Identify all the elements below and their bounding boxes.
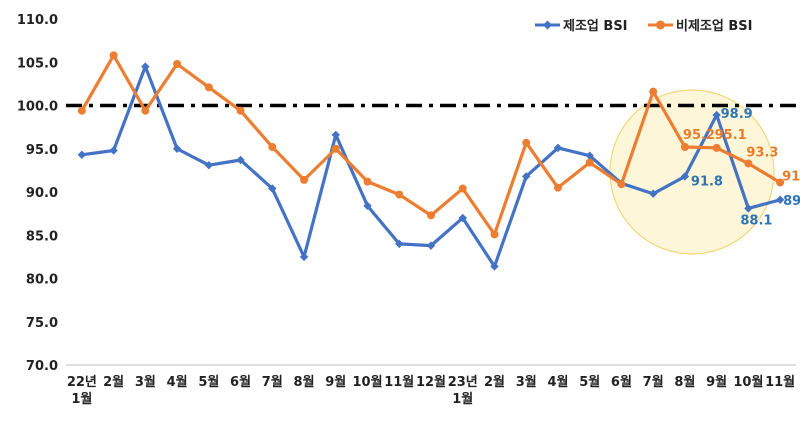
x-tick-label: 12월 (416, 374, 446, 390)
data-label: 95.1 (715, 128, 747, 143)
x-tick-label: 4월 (547, 374, 568, 390)
data-point-diamond (331, 130, 340, 140)
data-point-circle (744, 159, 753, 168)
data-point-circle (522, 138, 531, 147)
data-point-diamond (268, 184, 277, 193)
y-tick-label: 85.0 (26, 229, 58, 244)
x-tick-label: 9월 (706, 374, 727, 390)
data-point-diamond (458, 213, 467, 223)
data-point-circle (300, 175, 309, 184)
data-point-diamond (490, 262, 499, 271)
data-point-diamond (363, 201, 372, 211)
data-point-diamond (395, 239, 404, 249)
y-tick-label: 95.0 (26, 143, 58, 158)
y-tick-label: 80.0 (26, 273, 58, 288)
x-tick-label: 9월 (325, 374, 346, 390)
data-point-circle (363, 177, 372, 186)
data-point-diamond (712, 110, 721, 120)
data-point-circle (680, 143, 689, 152)
x-tick-label: 23년 (448, 375, 478, 390)
legend-label-manufacturing: 제조업 BSI (563, 19, 628, 34)
data-point-diamond (172, 144, 182, 153)
data-label: 98.9 (721, 107, 753, 122)
data-label: 95.2 (683, 128, 715, 143)
data-label: 89.1 (783, 194, 800, 209)
x-tick-label: 22년 (67, 375, 97, 390)
y-axis: 70.0 75.0 80.0 85.0 90.0 95.0 100.0 105.0 110.0 (17, 13, 58, 374)
x-tick-label: 6월 (611, 374, 632, 390)
x-tick-label: 1월 (71, 391, 92, 407)
data-point-diamond (77, 150, 87, 160)
data-point-diamond (236, 155, 245, 165)
y-tick-label: 75.0 (26, 316, 58, 331)
legend-marker-circle-icon (656, 20, 665, 30)
x-tick-label: 10월 (733, 374, 763, 390)
x-tick-label: 2월 (103, 374, 124, 390)
x-tick-label: 5월 (579, 374, 600, 390)
data-point-circle (617, 180, 626, 189)
data-point-circle (427, 211, 435, 220)
data-point-circle (268, 143, 277, 152)
series-layer (77, 51, 785, 271)
y-tick-label: 110.0 (17, 13, 58, 28)
data-point-circle (776, 178, 785, 187)
legend-label-nonmanufacturing: 비제조업 BSI (676, 19, 752, 34)
legend-item-nonmanufacturing: 비제조업 BSI (648, 19, 752, 34)
x-tick-label: 4월 (167, 374, 188, 390)
data-point-diamond (680, 172, 690, 181)
data-point-diamond (299, 252, 309, 262)
data-point-circle (553, 183, 562, 192)
data-point-diamond (141, 62, 150, 71)
data-labels: 91.8 98.9 88.1 89.1 95.295.1 93.3 91.1 (683, 107, 800, 228)
x-tick-label: 7월 (643, 374, 664, 390)
data-point-diamond (775, 195, 785, 204)
data-label: 91.1 (782, 169, 800, 184)
x-tick-label: 3월 (516, 374, 537, 390)
data-point-circle (712, 143, 721, 152)
x-tick-label: 11월 (384, 374, 414, 390)
legend-item-manufacturing: 제조업 BSI (535, 19, 628, 34)
data-point-circle (173, 59, 182, 68)
x-tick-label: 1월 (452, 391, 473, 407)
data-point-diamond (109, 146, 118, 155)
legend-marker-diamond-icon (543, 20, 552, 30)
data-point-circle (649, 87, 658, 96)
data-point-diamond (522, 172, 531, 181)
x-tick-label: 6월 (230, 374, 251, 390)
data-point-diamond (553, 143, 563, 153)
y-tick-label: 90.0 (26, 186, 58, 201)
data-point-diamond (744, 204, 753, 213)
x-tick-label: 8월 (294, 374, 315, 390)
data-point-circle (458, 184, 467, 193)
data-point-diamond (585, 151, 594, 160)
legend: 제조업 BSI 비제조업 BSI (535, 19, 752, 34)
x-tick-label: 7월 (262, 374, 283, 390)
data-point-circle (109, 51, 118, 60)
y-tick-label: 105.0 (17, 56, 58, 71)
x-tick-label: 5월 (198, 374, 219, 390)
x-tick-label: 11월 (765, 374, 795, 390)
x-tick-label: 3월 (135, 374, 156, 390)
data-point-diamond (648, 189, 658, 198)
data-point-circle (490, 230, 499, 239)
data-point-circle (395, 190, 404, 199)
data-label: 88.1 (740, 213, 772, 228)
x-tick-label: 2월 (484, 374, 505, 390)
x-tick-label: 10월 (352, 374, 382, 390)
data-point-circle (331, 144, 340, 153)
data-point-diamond (204, 160, 214, 170)
data-point-circle (204, 83, 213, 92)
data-label: 91.8 (691, 174, 723, 189)
data-point-circle (236, 106, 245, 115)
y-tick-label: 100.0 (17, 100, 58, 115)
data-point-circle (141, 106, 150, 115)
y-tick-label: 70.0 (26, 359, 58, 374)
data-point-diamond (426, 241, 436, 250)
data-point-circle (77, 106, 86, 115)
data-label: 93.3 (746, 145, 778, 160)
data-point-circle (585, 158, 594, 167)
x-tick-label: 8월 (674, 374, 695, 390)
